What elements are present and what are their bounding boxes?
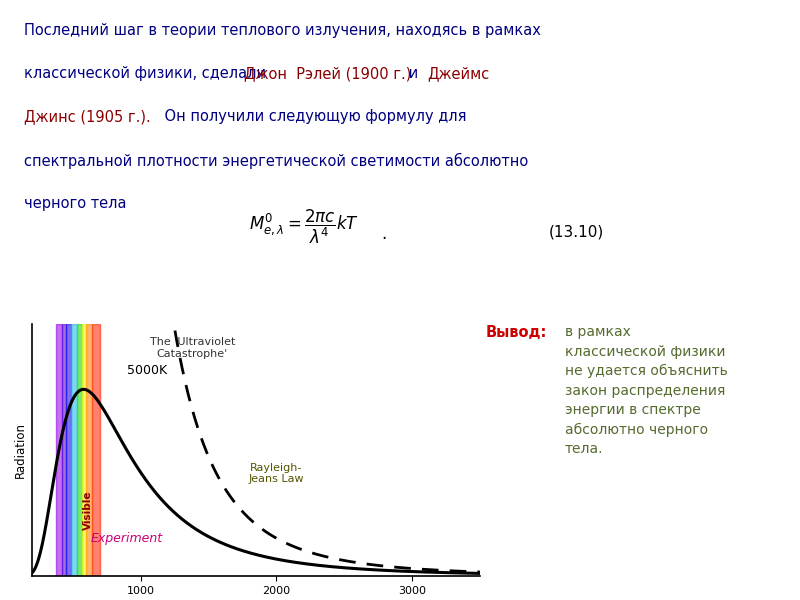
Text: (13.10): (13.10) [548,224,604,239]
Text: .: . [382,224,386,242]
Text: Experiment: Experiment [91,532,163,545]
Bar [66,324,71,576]
Y-axis label: Radiation: Radiation [14,422,26,478]
Text: классической физики, сделали: классической физики, сделали [24,66,270,81]
Text: в рамках
классической физики
не удается объяснить
закон распределения
энергии в : в рамках классической физики не удается … [565,325,728,457]
Bar [57,324,62,576]
Bar [57,324,100,576]
Bar [92,324,100,576]
Text: $M^{0}_{e,\lambda} = \dfrac{2\pi c}{\lambda^4} kT$: $M^{0}_{e,\lambda} = \dfrac{2\pi c}{\lam… [249,208,359,245]
Text: Rayleigh-
Jeans Law: Rayleigh- Jeans Law [249,463,304,484]
Text: Джон  Рэлей (1900 г.): Джон Рэлей (1900 г.) [245,66,412,81]
Text: Он получили следующую формулу для: Он получили следующую формулу для [146,109,466,124]
Text: Джинс (1905 г.).: Джинс (1905 г.). [24,109,150,124]
Bar [62,324,66,576]
Bar [82,324,86,576]
Bar [86,324,92,576]
Text: черного тела: черного тела [24,196,126,211]
Text: Visible: Visible [82,491,93,530]
Text: и: и [404,66,423,81]
Text: Джеймс: Джеймс [427,66,489,81]
Text: Вывод:: Вывод: [486,325,547,340]
Bar [77,324,82,576]
Text: 5000K: 5000K [127,364,167,377]
Text: The 'Ultraviolet
Catastrophe': The 'Ultraviolet Catastrophe' [150,337,235,359]
Text: Последний шаг в теории теплового излучения, находясь в рамках: Последний шаг в теории теплового излучен… [24,23,541,38]
Text: спектральной плотности энергетической светимости абсолютно: спектральной плотности энергетической св… [24,152,528,169]
Bar [71,324,77,576]
